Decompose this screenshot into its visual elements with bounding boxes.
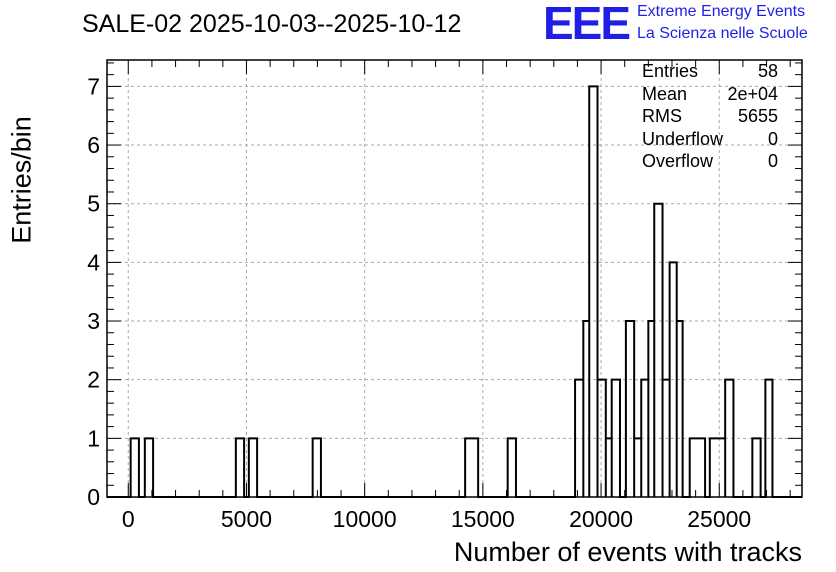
y-tick-label: 3 (87, 308, 100, 334)
histogram-bin-14 (634, 438, 641, 497)
y-tick-label: 0 (87, 484, 100, 510)
x-tick-label: 5000 (221, 506, 272, 532)
stats-value: 5655 (737, 106, 778, 126)
eee-logo-icon: EEE (543, 0, 631, 49)
stats-value: 0 (767, 128, 778, 149)
y-axis-label-box: Entries/bin (4, 110, 40, 250)
y-tick-label: 1 (87, 425, 100, 451)
stats-row-underflow: Underflow 0 (642, 128, 778, 151)
x-tick-label: 15000 (451, 506, 515, 532)
histogram-bin-21 (690, 438, 705, 497)
histogram-bin-5 (465, 438, 478, 497)
x-tick-label: 25000 (687, 506, 751, 532)
histogram-bin-22 (710, 438, 725, 497)
histogram-bin-1 (145, 438, 153, 497)
histogram-bin-7 (575, 380, 583, 497)
histogram-bin-10 (598, 380, 606, 497)
histogram-bin-13 (626, 321, 634, 497)
stats-box: Entries 58 Mean 2e+04 RMS 5655 Underflow 0 O… (642, 60, 778, 173)
stats-label: Entries (642, 61, 699, 81)
histogram-bin-8 (583, 321, 589, 497)
logo-line-2: La Scienza nelle Scuole (637, 25, 808, 42)
stats-label: Mean (642, 83, 688, 104)
stats-label: RMS (642, 106, 682, 126)
histogram-bin-0 (131, 438, 139, 497)
histogram-bin-12 (612, 380, 620, 497)
stats-value: 0 (767, 151, 778, 171)
x-tick-label: 0 (122, 506, 135, 532)
x-tick-label: 20000 (569, 506, 633, 532)
stats-value: 2e+04 (727, 83, 778, 104)
histogram-bin-18 (663, 380, 670, 497)
stats-value: 58 (757, 61, 778, 81)
histogram-bin-25 (765, 380, 772, 497)
histogram-bin-23 (725, 380, 733, 497)
histogram-bin-2 (236, 438, 244, 497)
stats-row-overflow: Overflow 0 (642, 150, 778, 173)
x-axis-label: Number of events with tracks (453, 537, 802, 567)
histogram-bin-19 (670, 262, 677, 497)
histogram-bin-16 (648, 321, 654, 497)
y-tick-label: 2 (87, 367, 100, 393)
stats-row-rms: RMS 5655 (642, 105, 778, 128)
stats-row-entries: Entries 58 (642, 60, 778, 83)
stats-row-mean: Mean 2e+04 (642, 83, 778, 106)
y-tick-label: 5 (87, 191, 100, 217)
histogram-bin-20 (677, 321, 683, 497)
y-tick-label: 6 (87, 132, 100, 158)
histogram-bin-6 (508, 438, 516, 497)
chart-title: SALE-02 2025-10-03--2025-10-12 (82, 10, 462, 38)
y-tick-label: 4 (87, 249, 100, 275)
stats-label: Underflow (642, 128, 724, 149)
plot-frame (106, 59, 803, 498)
histogram-bin-3 (249, 438, 257, 497)
histogram-bin-11 (606, 438, 612, 497)
histogram-bin-17 (654, 204, 662, 497)
histogram-bin-9 (589, 86, 597, 497)
y-tick-label: 7 (87, 73, 100, 99)
stats-label: Overflow (642, 151, 714, 171)
x-tick-label: 10000 (333, 506, 397, 532)
logo-line-1: Extreme Energy Events (637, 3, 806, 20)
histogram-bin-24 (752, 438, 760, 497)
y-axis-label: Entries/bin (6, 116, 37, 244)
histogram-bin-15 (641, 380, 648, 497)
histogram-bin-4 (313, 438, 321, 497)
